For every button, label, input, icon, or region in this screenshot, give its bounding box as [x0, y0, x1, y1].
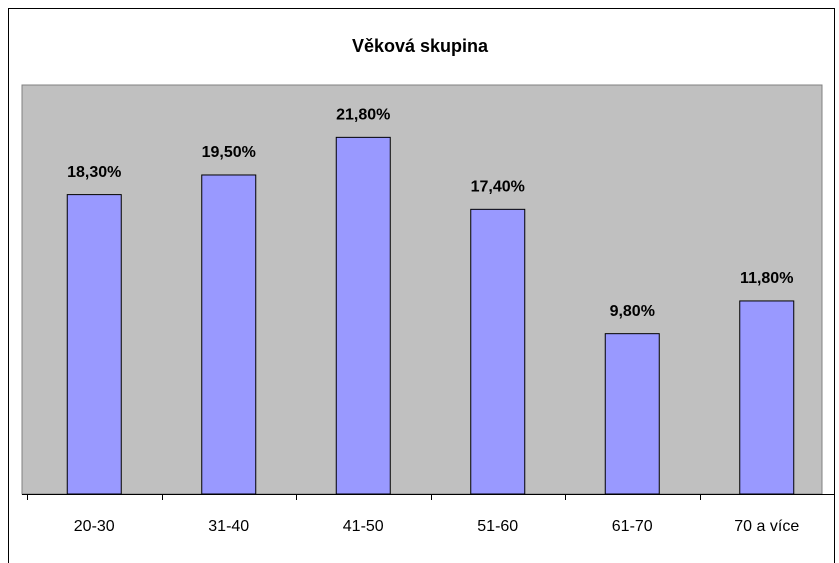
bar — [739, 300, 795, 495]
x-tick-label: 20-30 — [74, 518, 115, 535]
x-tick-label: 41-50 — [343, 518, 384, 535]
chart-title: Věková skupina — [352, 36, 489, 56]
bar — [335, 136, 391, 495]
data-label: 18,30% — [67, 164, 121, 181]
chart-frame — [8, 8, 835, 563]
bar — [201, 174, 257, 495]
data-label: 19,50% — [202, 144, 256, 161]
x-tick-label: 70 a více — [734, 518, 799, 535]
plot-area — [21, 84, 823, 495]
bar — [604, 333, 660, 495]
x-tick-label: 51-60 — [477, 518, 518, 535]
data-label: 17,40% — [471, 179, 525, 196]
data-label: 9,80% — [610, 303, 655, 320]
bar — [66, 194, 122, 495]
data-label: 21,80% — [336, 107, 390, 124]
data-label: 11,80% — [740, 270, 793, 287]
bar — [470, 208, 526, 495]
x-tick-label: 61-70 — [612, 518, 653, 535]
x-tick-label: 31-40 — [208, 518, 249, 535]
